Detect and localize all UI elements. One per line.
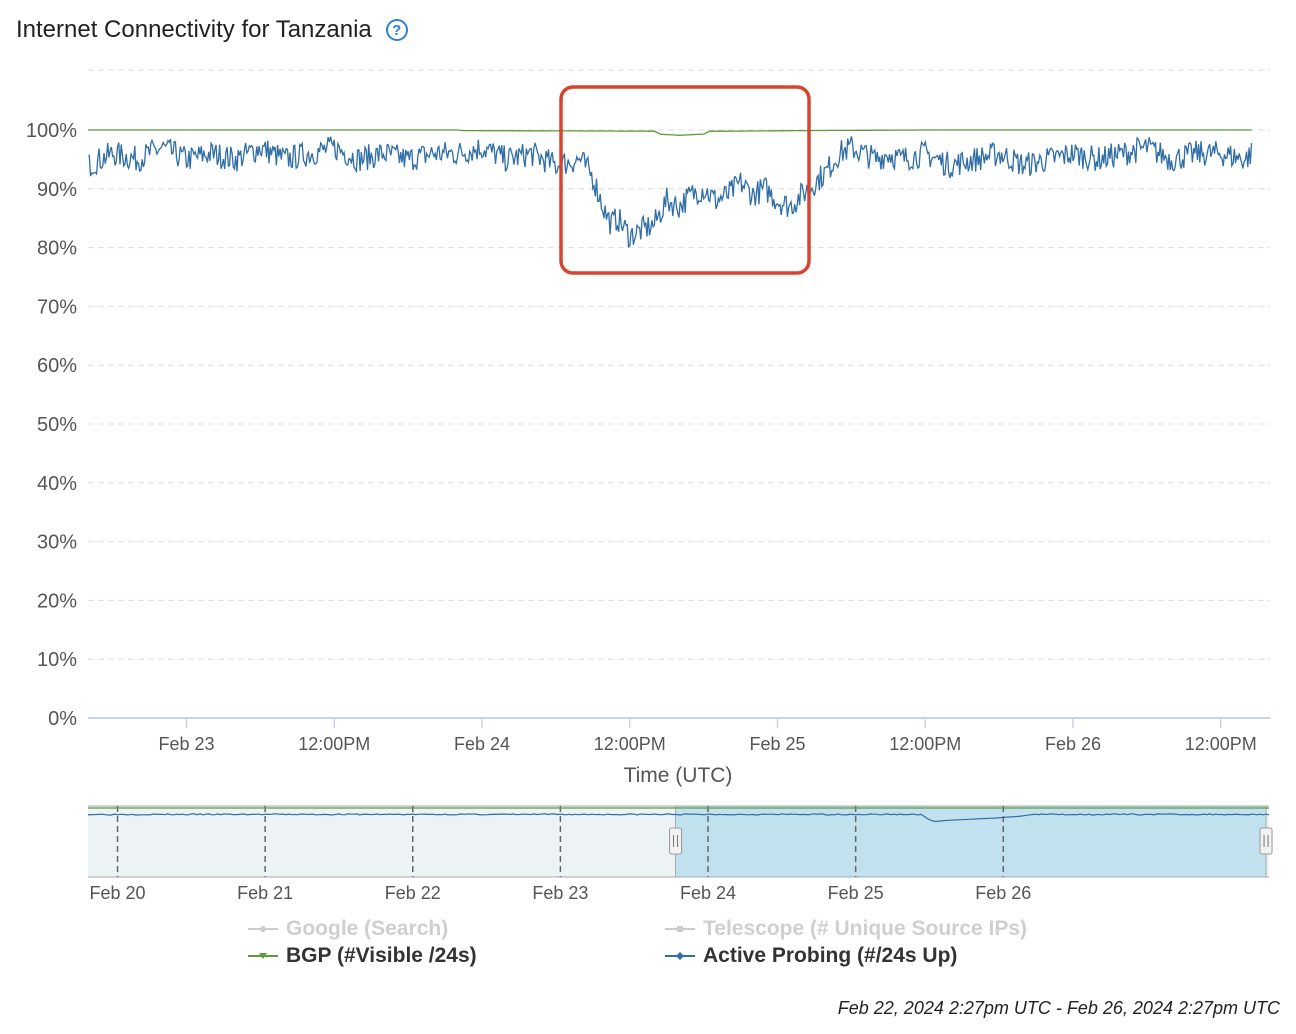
y-tick-label: 50% xyxy=(37,414,77,436)
y-tick-label: 10% xyxy=(37,649,77,671)
legend-label: Active Probing (#/24s Up) xyxy=(703,944,958,967)
x-tick-label: 12:00PM xyxy=(1185,734,1257,754)
legend-bgp[interactable]: BGP (#Visible /24s) xyxy=(248,944,477,968)
x-tick-label: 12:00PM xyxy=(298,734,370,754)
series-lines xyxy=(88,129,1253,249)
y-tick-label: 30% xyxy=(37,532,77,554)
handle-grip xyxy=(669,827,683,855)
x-axis-title: Time (UTC) xyxy=(624,764,733,787)
chart-gridlines xyxy=(88,69,1270,719)
chart-title: Internet Connectivity for Tanzania xyxy=(16,16,372,43)
legend-telescope[interactable]: Telescope (# Unique Source IPs) xyxy=(665,917,1027,941)
question-circle-icon[interactable]: ? xyxy=(385,19,408,41)
x-tick-label: 12:00PM xyxy=(594,734,666,754)
navigator-left-handle[interactable] xyxy=(669,827,683,855)
legend-label: Telescope (# Unique Source IPs) xyxy=(703,917,1028,940)
x-axis-ticks: Feb 23 12:00PM Feb 24 12:00PM Feb 25 12:00PM F… xyxy=(158,718,1257,754)
connectivity-chart: 0% 10% 20% 30% 40% 50% 60% 70% 80% 90% 100% Feb 23… xyxy=(0,69,1273,903)
legend-google-marker xyxy=(248,926,278,932)
navigator-tick-label: Feb 21 xyxy=(237,883,293,903)
x-tick-label: Feb 25 xyxy=(749,734,805,754)
x-tick-label: Feb 26 xyxy=(1045,734,1101,754)
y-tick-label: 70% xyxy=(37,296,77,318)
active-probing-series-line xyxy=(88,136,1253,249)
legend-telescope-marker xyxy=(665,926,695,932)
y-tick-label: 60% xyxy=(37,355,77,377)
navigator-tick-label: Feb 25 xyxy=(828,883,884,903)
y-axis-ticks: 0% 10% 20% 30% 40% 50% 60% 70% 80% 90% 100% xyxy=(26,120,77,730)
legend-bgp-marker xyxy=(248,953,278,959)
legend-label: BGP (#Visible /24s) xyxy=(286,944,477,967)
navigator-active-probing-line xyxy=(87,813,1270,823)
legend-google-search[interactable]: Google (Search) xyxy=(248,917,448,941)
navigator-tick-label: Feb 23 xyxy=(532,883,588,903)
y-tick-label: 0% xyxy=(48,708,77,730)
legend-active-probing-marker xyxy=(665,952,695,960)
x-tick-label: 12:00PM xyxy=(889,734,961,754)
navigator-right-handle[interactable] xyxy=(1259,827,1273,855)
x-tick-label: Feb 23 xyxy=(158,734,214,754)
bgp-series-line xyxy=(88,129,1252,136)
navigator-tick-label: Feb 26 xyxy=(975,883,1031,903)
legend-active-probing[interactable]: Active Probing (#/24s Up) xyxy=(665,944,957,968)
time-range-caption: Feb 22, 2024 2:27pm UTC - Feb 26, 2024 2… xyxy=(837,998,1280,1018)
navigator-tick-label: Feb 24 xyxy=(680,883,736,903)
navigator-selection xyxy=(675,805,1267,878)
legend-label: Google (Search) xyxy=(286,917,449,940)
x-tick-label: Feb 24 xyxy=(454,734,510,754)
y-tick-label: 40% xyxy=(37,473,77,495)
y-tick-label: 80% xyxy=(37,238,77,260)
y-tick-label: 90% xyxy=(37,179,77,201)
y-tick-label: 20% xyxy=(37,590,77,612)
handle-grip xyxy=(1259,827,1273,855)
highlight-box xyxy=(559,85,811,275)
navigator-tick-label: Feb 22 xyxy=(385,883,441,903)
y-tick-label: 100% xyxy=(26,120,77,142)
chart-title-row: Internet Connectivity for Tanzania ? xyxy=(16,16,408,44)
navigator-tick-label: Feb 20 xyxy=(90,883,146,903)
